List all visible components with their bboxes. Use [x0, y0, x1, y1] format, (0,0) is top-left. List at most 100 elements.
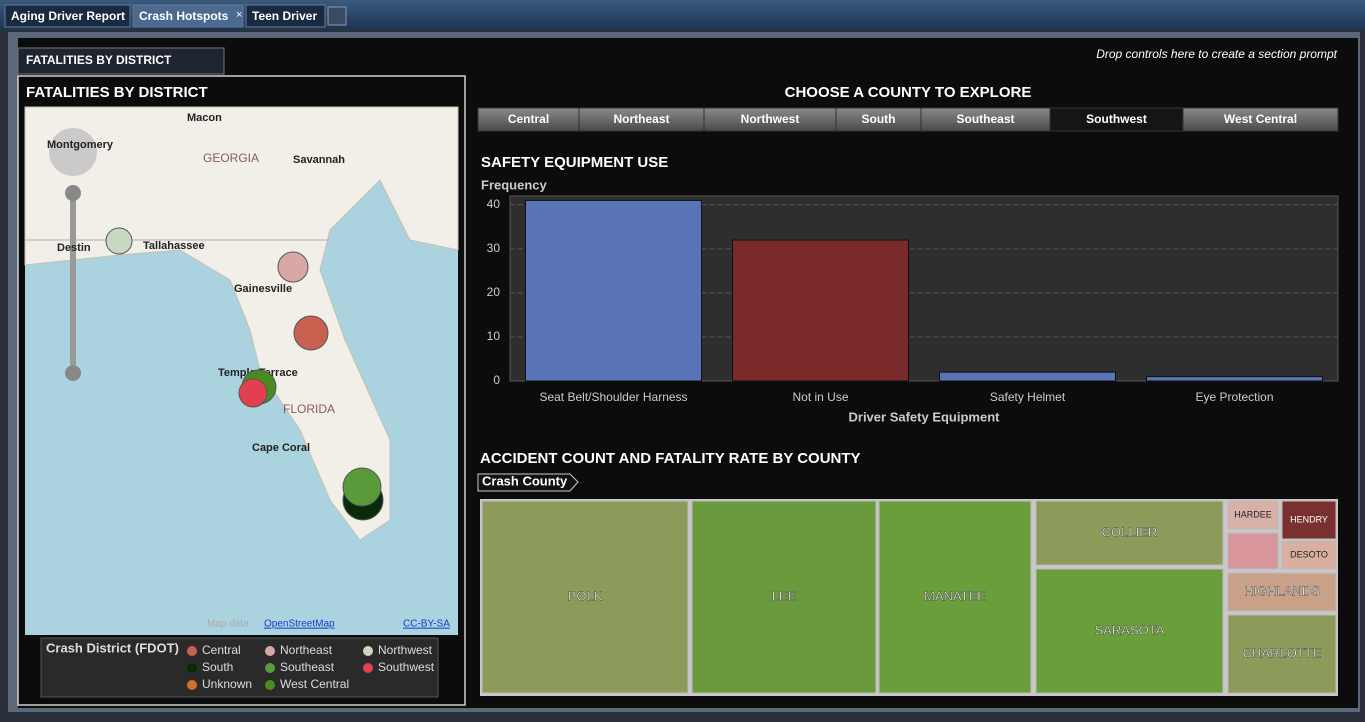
place-label: FLORIDA — [283, 402, 335, 416]
treemap-cell[interactable] — [1227, 532, 1279, 570]
county-button-label[interactable]: Southwest — [1086, 112, 1147, 126]
county-button-label[interactable]: Northwest — [741, 112, 800, 126]
breadcrumb-label[interactable]: Crash County — [482, 473, 568, 488]
x-tick-label: Not in Use — [792, 390, 848, 404]
place-label: Savannah — [293, 154, 345, 166]
section-tab-label: FATALITIES BY DISTRICT — [26, 53, 172, 67]
treemap-cell[interactable] — [1281, 500, 1337, 540]
bar[interactable] — [1146, 376, 1323, 382]
zoom-slider[interactable] — [70, 200, 76, 365]
legend-label: Central — [202, 643, 241, 657]
treemap-label: POLK — [568, 588, 603, 603]
county-button-label[interactable]: South — [862, 112, 896, 126]
place-label: Gainesville — [234, 283, 292, 295]
county-button-label[interactable]: Central — [508, 112, 549, 126]
treemap-cell[interactable] — [1227, 614, 1337, 694]
place-label: Destin — [57, 242, 91, 254]
section-prompt: Drop controls here to create a section p… — [1096, 47, 1337, 61]
tab[interactable] — [132, 4, 244, 28]
district-bubble[interactable] — [238, 378, 268, 408]
attribution: Map data — [207, 619, 249, 630]
y-tick-label: 40 — [487, 197, 501, 211]
treemap-label: SARASOTA — [1095, 622, 1165, 637]
x-axis-title: Driver Safety Equipment — [849, 409, 1001, 424]
tab-label[interactable]: Teen Driver — [252, 9, 317, 23]
legend-marker — [265, 646, 275, 656]
tab[interactable] — [4, 4, 131, 28]
land — [24, 106, 459, 541]
bar[interactable] — [939, 371, 1116, 382]
place-label: Macon — [187, 112, 222, 124]
legend-marker — [187, 680, 197, 690]
treemap-label: HENDRY — [1290, 514, 1328, 524]
treemap-label: CHARLOTTE — [1243, 645, 1322, 660]
county-button[interactable] — [1182, 107, 1339, 132]
legend-marker — [363, 663, 373, 673]
x-tick-label: Eye Protection — [1195, 390, 1273, 404]
place-label: GEORGIA — [203, 151, 259, 165]
treemap-cell[interactable] — [1035, 568, 1224, 694]
attribution[interactable]: CC-BY-SA — [403, 619, 450, 630]
place-label: Cape Coral — [252, 442, 310, 454]
pan-control[interactable] — [49, 128, 97, 176]
legend-marker — [187, 663, 197, 673]
close-icon[interactable]: × — [236, 9, 242, 21]
district-bubble[interactable] — [293, 315, 329, 351]
legend-marker — [265, 663, 275, 673]
x-tick-label: Seat Belt/Shoulder Harness — [539, 390, 687, 404]
attribution[interactable]: OpenStreetMap — [264, 619, 335, 630]
zoom-in[interactable] — [65, 185, 81, 201]
legend-marker — [265, 680, 275, 690]
county-button-label[interactable]: Southeast — [956, 112, 1014, 126]
treemap-label: HIGHLANDS — [1244, 583, 1320, 598]
chart-title: SAFETY EQUIPMENT USE — [481, 154, 668, 171]
treemap-label: HARDEE — [1234, 509, 1272, 519]
treemap-cell[interactable] — [1281, 540, 1337, 570]
county-button-label[interactable]: Northeast — [613, 112, 669, 126]
legend-label: Northeast — [280, 643, 333, 657]
treemap-cell[interactable] — [878, 500, 1032, 694]
legend-marker — [363, 646, 373, 656]
breadcrumb[interactable] — [477, 473, 579, 492]
treemap-cell[interactable] — [1035, 500, 1224, 566]
tab[interactable] — [245, 4, 326, 28]
tab-label[interactable]: Crash Hotspots — [139, 9, 229, 23]
legend-label: Southwest — [378, 660, 435, 674]
district-bubble[interactable] — [277, 251, 309, 283]
selector-title: CHOOSE A COUNTY TO EXPLORE — [785, 84, 1032, 101]
treemap-cell[interactable] — [481, 500, 689, 694]
map-title: FATALITIES BY DISTRICT — [26, 84, 208, 101]
add-tab[interactable] — [327, 6, 347, 26]
y-tick-label: 10 — [487, 329, 501, 343]
legend-label: Southeast — [280, 660, 335, 674]
legend-label: South — [202, 660, 233, 674]
legend-label: Unknown — [202, 677, 252, 691]
treemap-label: COLLIER — [1102, 524, 1158, 539]
district-bubble[interactable] — [342, 467, 382, 507]
county-button-label[interactable]: West Central — [1224, 112, 1297, 126]
legend-label: West Central — [280, 677, 349, 691]
legend-title: Crash District (FDOT) — [46, 640, 179, 655]
legend-marker — [187, 646, 197, 656]
bar[interactable] — [525, 199, 702, 382]
treemap-cell[interactable] — [1227, 572, 1337, 612]
y-tick-label: 20 — [487, 285, 501, 299]
tab-label[interactable]: Aging Driver Report — [11, 9, 125, 23]
treemap-label: DESOTO — [1290, 549, 1328, 559]
place-label: Tallahassee — [143, 240, 205, 252]
district-bubble[interactable] — [105, 227, 133, 255]
section-tab — [17, 47, 225, 75]
bar[interactable] — [732, 239, 909, 382]
y-tick-label: 0 — [493, 373, 500, 387]
treemap-cell[interactable] — [1227, 500, 1279, 530]
treemap-cell[interactable] — [691, 500, 877, 694]
treemap-title: ACCIDENT COUNT AND FATALITY RATE BY COUN… — [480, 450, 861, 467]
x-tick-label: Safety Helmet — [990, 390, 1066, 404]
treemap-label: MANATEE — [924, 588, 986, 603]
zoom-out[interactable] — [65, 365, 81, 381]
legend-label: Northwest — [378, 643, 433, 657]
treemap-label: LEE — [772, 588, 797, 603]
y-tick-label: 30 — [487, 241, 501, 255]
